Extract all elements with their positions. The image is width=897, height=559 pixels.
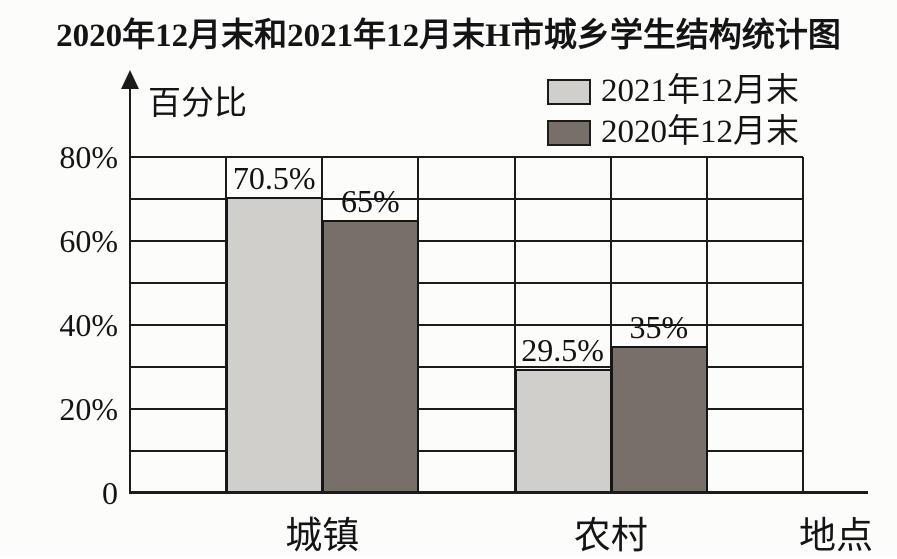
legend-swatch-2020 [547, 119, 591, 146]
y-tick-label: 40% [59, 307, 118, 343]
bar-value-label: 70.5% [232, 159, 316, 196]
legend-item-2021: 2021年12月末 [547, 73, 799, 110]
bar-value-label: 35% [629, 309, 689, 345]
y-tick-label: 60% [59, 223, 118, 259]
plot-area: 70.5% 65% 29.5% 35% [130, 156, 804, 493]
y-tick-label: 0 [102, 475, 118, 511]
bar [226, 196, 324, 493]
legend-label-2021: 2021年12月末 [601, 73, 799, 109]
y-tick-label: 20% [59, 391, 118, 427]
x-axis-label: 地点 [799, 516, 873, 557]
y-axis-label: 百分比 [148, 86, 247, 122]
legend: 2021年12月末 2020年12月末 [547, 73, 799, 155]
gridline-horizontal [130, 198, 803, 200]
legend-swatch-2021 [547, 78, 591, 105]
gridline-horizontal [130, 366, 803, 368]
chart-title: 2020年12月末和2021年12月末H市城乡学生结构统计图 [56, 18, 841, 54]
gridline-horizontal [130, 324, 803, 326]
y-tick-label: 80% [59, 139, 118, 175]
gridline-horizontal [130, 282, 803, 284]
gridline-vertical [513, 157, 516, 493]
y-axis-line [129, 88, 131, 494]
gridline-horizontal [130, 408, 803, 410]
bar [610, 346, 708, 493]
category-label: 农村 [573, 516, 648, 557]
gridline-vertical [705, 157, 708, 493]
legend-item-2020: 2020年12月末 [547, 114, 799, 151]
y-axis-arrow-icon [121, 70, 139, 89]
gridline-horizontal [130, 240, 803, 242]
gridline-vertical [802, 157, 804, 493]
bar-value-label: 65% [341, 183, 400, 219]
category-label: 城镇 [285, 516, 360, 557]
x-axis-line [129, 491, 868, 494]
bar [322, 220, 420, 493]
gridline-horizontal [130, 450, 803, 452]
gridline-horizontal [130, 156, 803, 158]
gridline-vertical [609, 157, 612, 493]
legend-label-2020: 2020年12月末 [601, 114, 799, 150]
bar-value-label: 29.5% [521, 332, 604, 369]
bar [514, 369, 612, 493]
